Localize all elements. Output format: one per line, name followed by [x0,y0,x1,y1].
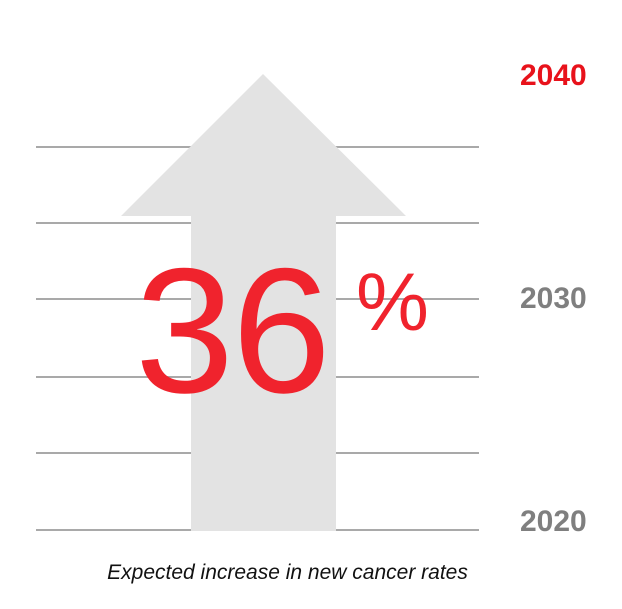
year-label-bottom: 2020 [520,505,587,538]
increase-unit: % [356,257,429,348]
increase-value: 36 [135,231,331,430]
caption: Expected increase in new cancer rates [107,561,468,584]
year-label-middle: 2030 [520,282,587,315]
year-label-top: 2040 [520,59,587,92]
arrow-shape [121,74,406,531]
